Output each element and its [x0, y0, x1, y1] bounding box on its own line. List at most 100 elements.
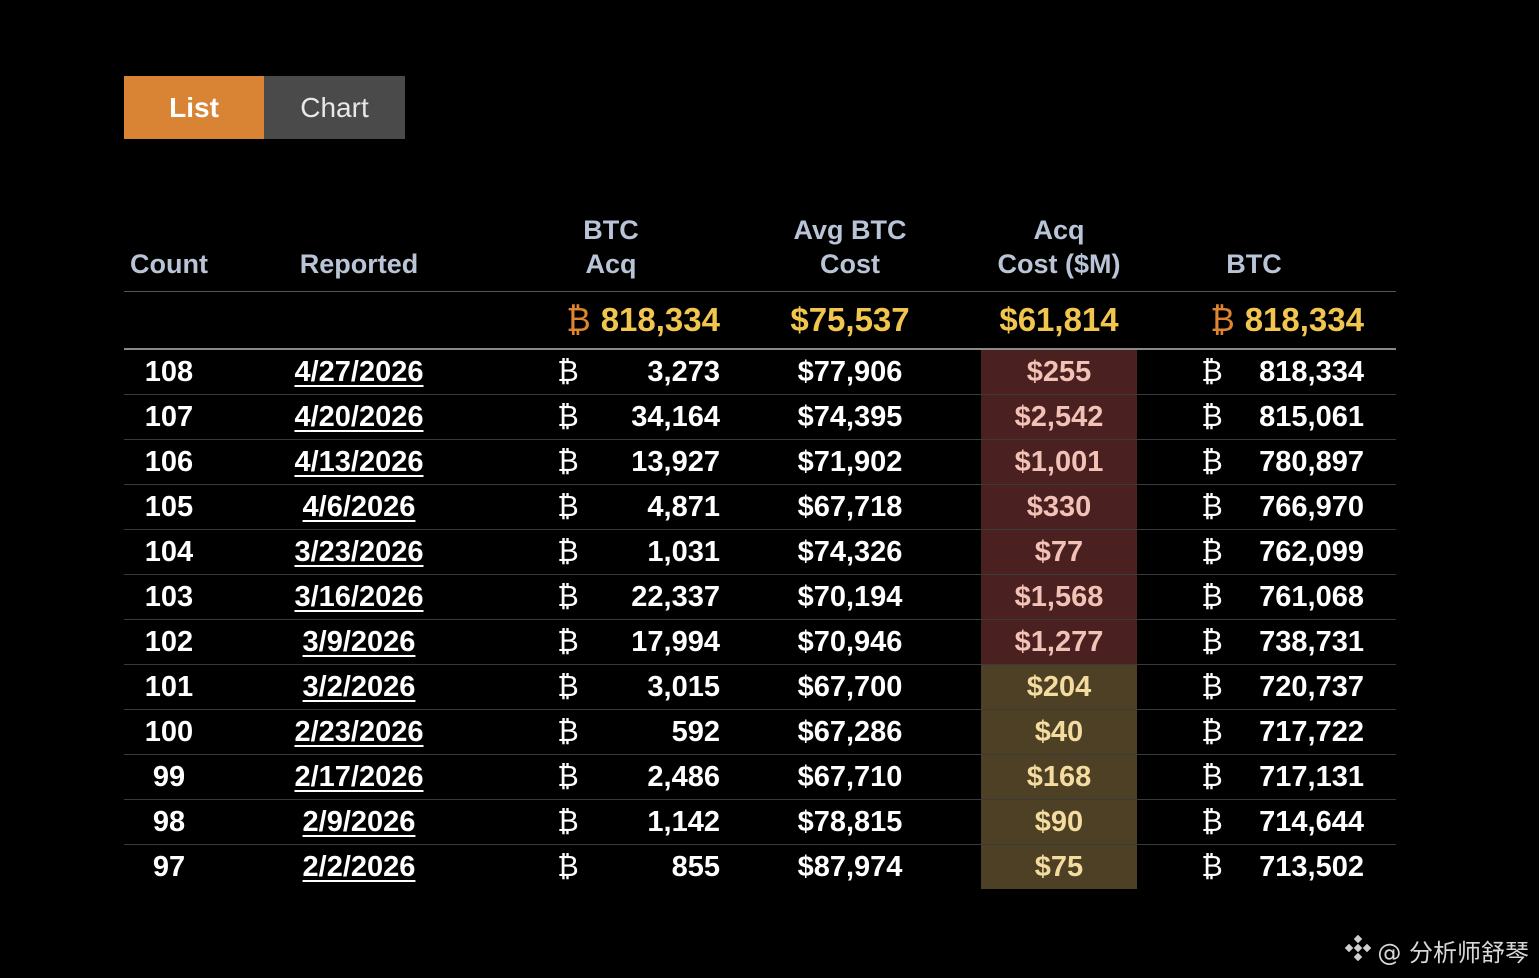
header-reported[interactable]: Reported [264, 247, 454, 281]
table-row: 103 3/16/2026 ₿ 22,337 $70,194 $1,568 ₿ 761,068 [124, 575, 1396, 620]
header-btc-acq-line1: BTC [583, 215, 639, 245]
reported-date-link[interactable]: 2/9/2026 [302, 805, 416, 838]
bitcoin-icon: ₿ [1201, 805, 1223, 838]
row-btc-acq: 3,015 [647, 670, 720, 703]
row-acq-cost: $204 [981, 665, 1137, 709]
row-btc-acq: 34,164 [631, 400, 720, 433]
reported-date-link[interactable]: 2/2/2026 [302, 850, 416, 883]
header-btc-acq[interactable]: BTC Acq [561, 213, 661, 281]
row-btc-acq: 13,927 [631, 445, 720, 478]
reported-date-link[interactable]: 4/6/2026 [302, 490, 416, 523]
bitcoin-icon: ₿ [557, 670, 579, 703]
row-btc-acq: 855 [671, 850, 720, 883]
row-count: 103 [144, 580, 194, 613]
row-count: 106 [144, 445, 194, 478]
totals-row: ₿ 818,334 $75,537 $61,814 ₿ 818,334 [124, 292, 1396, 350]
row-reported: 3/16/2026 [264, 575, 454, 619]
row-reported: 3/23/2026 [264, 530, 454, 574]
watermark: @ 分析师舒琴 [1345, 933, 1529, 968]
purchases-table: Count Reported BTC Acq Avg BTC Cost Acq … [124, 205, 1396, 889]
table-body: 108 4/27/2026 ₿ 3,273 $77,906 $255 ₿ 818,334 107… [124, 350, 1396, 889]
bitcoin-icon: ₿ [557, 445, 579, 478]
reported-date-link[interactable]: 4/27/2026 [294, 355, 424, 388]
bitcoin-icon: ₿ [557, 850, 579, 883]
list-view-button[interactable]: List [124, 76, 264, 139]
row-btc-total: 717,722 [1259, 715, 1364, 748]
table-row: 100 2/23/2026 ₿ 592 $67,286 $40 ₿ 717,722 [124, 710, 1396, 755]
row-acq-cost: $255 [981, 350, 1137, 394]
row-count: 101 [144, 670, 194, 703]
reported-date-link[interactable]: 2/17/2026 [294, 760, 424, 793]
row-btc-total: 713,502 [1259, 850, 1364, 883]
row-btc-total: 766,970 [1259, 490, 1364, 523]
reported-date-link[interactable]: 3/16/2026 [294, 580, 424, 613]
row-reported: 4/13/2026 [264, 440, 454, 484]
row-btc-acq: 1,142 [647, 805, 720, 838]
reported-date-link[interactable]: 4/13/2026 [294, 445, 424, 478]
row-avg-cost: $77,906 [797, 355, 903, 388]
row-avg-cost: $67,718 [797, 490, 903, 523]
view-toggle: List Chart [124, 76, 405, 139]
row-reported: 4/27/2026 [264, 350, 454, 394]
table-row: 105 4/6/2026 ₿ 4,871 $67,718 $330 ₿ 766,970 [124, 485, 1396, 530]
bitcoin-icon: ₿ [1201, 355, 1223, 388]
bitcoin-icon: ₿ [557, 580, 579, 613]
row-count: 99 [152, 760, 186, 793]
table-row: 106 4/13/2026 ₿ 13,927 $71,902 $1,001 ₿ 780,897 [124, 440, 1396, 485]
total-btc: ₿ 818,334 [1200, 292, 1364, 348]
row-avg-cost: $67,710 [797, 760, 903, 793]
bitcoin-icon: ₿ [557, 625, 579, 658]
total-btc-value: 818,334 [1244, 301, 1364, 338]
row-btc-acq: 4,871 [647, 490, 720, 523]
reported-date-link[interactable]: 4/20/2026 [294, 400, 424, 433]
row-count: 105 [144, 490, 194, 523]
row-count: 97 [152, 850, 186, 883]
row-btc-total: 720,737 [1259, 670, 1364, 703]
total-avg-cost: $75,537 [790, 301, 910, 338]
header-btc-label: BTC [1226, 249, 1282, 279]
row-reported: 3/2/2026 [264, 665, 454, 709]
row-acq-cost: $2,542 [981, 395, 1137, 439]
row-avg-cost: $70,946 [797, 625, 903, 658]
row-btc-acq: 22,337 [631, 580, 720, 613]
row-reported: 2/17/2026 [264, 755, 454, 799]
bitcoin-icon: ₿ [1201, 625, 1223, 658]
chart-view-button[interactable]: Chart [264, 76, 405, 139]
bitcoin-icon: ₿ [1201, 760, 1223, 793]
bitcoin-icon: ₿ [1201, 535, 1223, 568]
row-acq-cost: $75 [981, 845, 1137, 889]
row-btc-total: 818,334 [1259, 355, 1364, 388]
row-acq-cost: $90 [981, 800, 1137, 844]
watermark-text: @ 分析师舒琴 [1377, 939, 1529, 967]
reported-date-link[interactable]: 3/2/2026 [302, 670, 416, 703]
row-acq-cost: $1,001 [981, 440, 1137, 484]
row-reported: 3/9/2026 [264, 620, 454, 664]
header-btc-acq-line2: Acq [585, 249, 637, 279]
row-btc-total: 714,644 [1259, 805, 1364, 838]
header-btc[interactable]: BTC [1204, 247, 1304, 281]
row-btc-total: 717,131 [1259, 760, 1364, 793]
header-avg-cost[interactable]: Avg BTC Cost [770, 213, 930, 281]
reported-date-link[interactable]: 3/23/2026 [294, 535, 424, 568]
header-acq-cost[interactable]: Acq Cost ($M) [969, 213, 1149, 281]
bitcoin-icon: ₿ [557, 490, 579, 523]
bitcoin-icon: ₿ [557, 355, 579, 388]
table-row: 101 3/2/2026 ₿ 3,015 $67,700 $204 ₿ 720,737 [124, 665, 1396, 710]
row-acq-cost: $330 [981, 485, 1137, 529]
row-count: 104 [144, 535, 194, 568]
row-avg-cost: $70,194 [797, 580, 903, 613]
diamond-logo-icon [1345, 934, 1372, 967]
reported-date-link[interactable]: 3/9/2026 [302, 625, 416, 658]
header-acq-cost-line2: Cost ($M) [997, 249, 1121, 279]
reported-date-link[interactable]: 2/23/2026 [294, 715, 424, 748]
bitcoin-icon: ₿ [1201, 715, 1223, 748]
row-btc-acq: 3,273 [647, 355, 720, 388]
bitcoin-icon: ₿ [557, 760, 579, 793]
bitcoin-icon: ₿ [1201, 850, 1223, 883]
header-count-label: Count [130, 249, 208, 279]
total-btc-acq-value: 818,334 [600, 301, 720, 338]
table-row: 107 4/20/2026 ₿ 34,164 $74,395 $2,542 ₿ 815,061 [124, 395, 1396, 440]
row-acq-cost: $1,568 [981, 575, 1137, 619]
header-count[interactable]: Count [124, 247, 214, 281]
row-avg-cost: $78,815 [797, 805, 903, 838]
